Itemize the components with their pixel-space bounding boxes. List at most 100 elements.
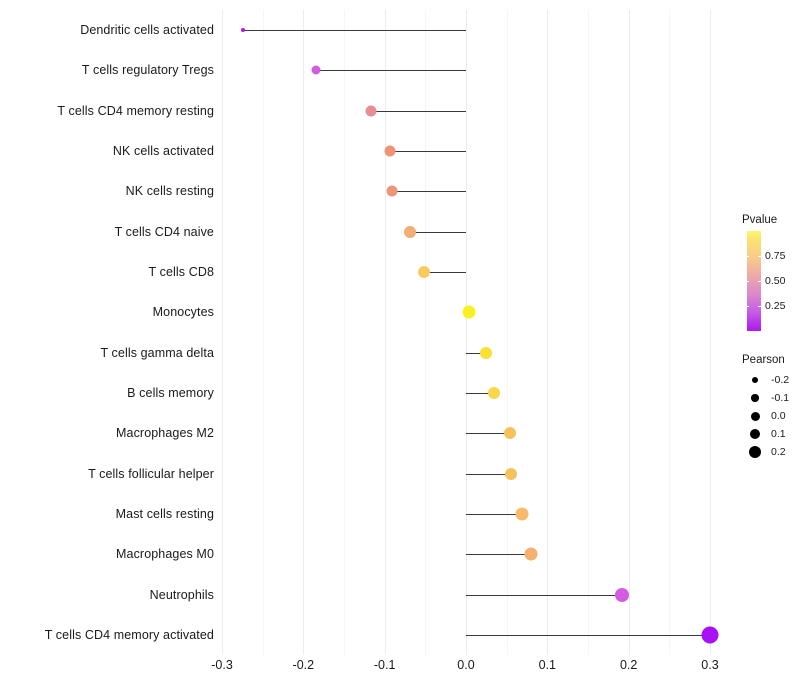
y-axis-tick-label: T cells CD4 memory resting [57,103,214,118]
lollipop-point[interactable] [504,467,517,480]
size-legend-label: -0.2 [771,374,790,386]
y-axis-tick-label: NK cells activated [112,144,214,159]
colorbar-tick-mark [743,281,749,282]
y-axis-tick-label: T cells follicular helper [88,466,214,481]
y-axis-tick-label: NK cells resting [125,184,214,199]
colorbar-tick-label: 0.25 [765,300,786,312]
legend-column: Pvalue 0.75 0.50 0.25 Pearson -0.2 -0.1 0.0 0… [742,214,800,461]
x-axis-tick-label: 0.1 [538,658,557,672]
gridline-minor [262,10,264,655]
colorbar-tick-mark [743,256,749,257]
lollipop-point[interactable] [311,65,321,75]
lollipop-point[interactable] [701,626,719,644]
lollipop-stem [409,231,466,233]
lollipop-stem [370,110,466,112]
gridline-major [628,10,630,655]
gridline-major [384,10,386,655]
colorbar-tick-mark [758,281,762,282]
size-legend-label: -0.1 [771,392,790,404]
x-axis-tick-label: -0.2 [292,658,315,672]
gridline-major [222,10,223,655]
gridline-major [303,10,305,655]
size-legend-dot [749,428,761,440]
gridline-minor [588,10,589,655]
y-axis-labels: Dendritic cells activated T cells regulat… [0,10,214,655]
size-legend-dot [750,411,760,421]
colorbar-gradient [747,231,761,331]
lollipop-point[interactable] [241,28,246,33]
x-axis-tick-label: -0.3 [211,658,233,672]
lollipop-stem [390,151,466,153]
lollipop-point[interactable] [524,547,538,561]
lollipop-point[interactable] [417,266,430,279]
y-axis-tick-label: Macrophages M2 [116,426,214,441]
lollipop-stem [391,191,466,193]
plot-panel [222,10,719,655]
size-legend-label: 0.1 [771,428,786,440]
y-axis-tick-label: T cells CD4 naive [114,224,214,239]
lollipop-point[interactable] [384,145,396,157]
lollipop-point[interactable] [479,346,492,359]
size-legend-swatch-box [742,446,768,458]
y-axis-tick-label: T cells CD8 [148,265,214,280]
lollipop-point[interactable] [365,105,377,117]
lollipop-stem [243,30,466,32]
size-legend-entry: -0.2 [742,371,800,389]
size-legend-title: Pearson [742,354,785,366]
x-axis-labels: -0.3 -0.2 -0.1 0.0 0.1 0.2 0.3 [211,658,718,682]
lollipop-stem [466,554,532,556]
y-axis-tick-label: T cells gamma delta [100,345,214,360]
lollipop-point[interactable] [462,305,476,319]
lollipop-point[interactable] [403,225,416,238]
size-legend-rows: -0.2 -0.1 0.0 0.1 0.2 [742,371,800,461]
lollipop-stem [423,272,466,274]
y-axis-tick-label: Monocytes [152,305,214,320]
gridline-minor [425,10,427,655]
size-legend-swatch-box [742,411,768,421]
lollipop-stem [466,433,510,435]
lollipop-stem [466,352,486,354]
x-axis-tick-label: -0.1 [373,658,396,672]
y-axis-tick-label: T cells CD4 memory activated [44,627,214,642]
gridline-minor [669,10,671,655]
lollipop-stem [466,634,710,636]
lollipop-stem [466,594,623,596]
size-legend-entry: 0.1 [742,425,800,443]
pvalue-colorbar: 0.75 0.50 0.25 [742,231,800,331]
y-axis-tick-label: Macrophages M0 [116,547,214,562]
lollipop-point[interactable] [503,427,516,440]
colorbar-tick-label: 0.75 [765,250,786,262]
size-legend-swatch-box [742,377,768,383]
lollipop-point[interactable] [487,386,500,399]
pearson-size-legend: Pearson -0.2 -0.1 0.0 0.1 0.2 [742,354,800,461]
size-legend-dot [749,446,761,458]
size-legend-dot [751,394,759,402]
lollipop-stem [466,392,494,394]
y-axis-tick-label: Dendritic cells activated [80,23,214,38]
size-legend-label: 0.2 [771,446,786,458]
gridline-major [547,10,549,655]
color-legend-title: Pvalue [742,214,778,226]
colorbar-tick-mark [758,306,762,307]
x-axis-tick-label: 0.3 [701,658,719,672]
lollipop-point[interactable] [386,185,398,197]
size-legend-label: 0.0 [771,410,786,422]
lollipop-point[interactable] [615,587,630,602]
gridline-minor [344,10,345,655]
y-axis-tick-label: T cells regulatory Tregs [81,63,214,78]
lollipop-stem [466,473,511,475]
gridline-minor [506,10,508,655]
size-legend-swatch-box [742,428,768,440]
gridline-major [466,10,467,655]
lollipop-stem [466,513,523,515]
colorbar-tick-label: 0.50 [765,275,786,287]
x-axis-tick-label: 0.2 [619,658,638,672]
y-axis-tick-label: Neutrophils [149,587,214,602]
gridline-major [710,10,711,655]
y-axis-tick-label: Mast cells resting [115,506,214,521]
lollipop-stem [316,70,466,72]
y-axis-tick-label: B cells memory [127,385,214,400]
lollipop-point[interactable] [515,507,529,521]
size-legend-swatch-box [742,394,768,402]
